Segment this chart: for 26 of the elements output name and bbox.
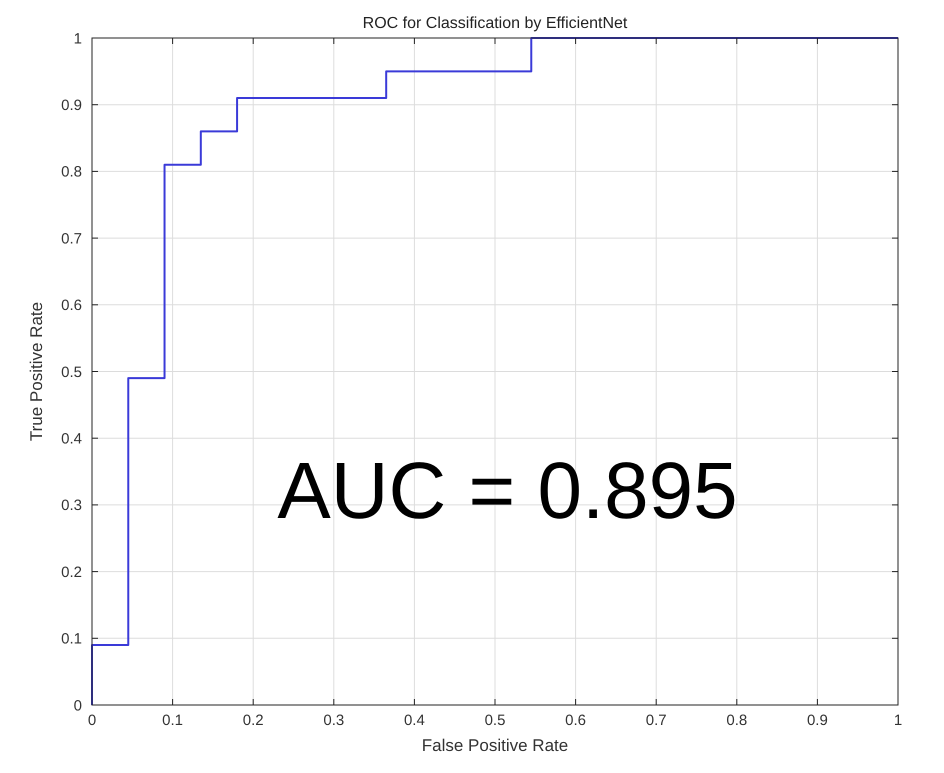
x-axis-title: False Positive Rate bbox=[422, 736, 568, 755]
y-axis-title: True Positive Rate bbox=[27, 302, 46, 442]
x-tick-label: 0.1 bbox=[162, 712, 184, 729]
x-tick-label: 0.4 bbox=[404, 712, 425, 729]
x-tick-label: 1 bbox=[894, 712, 902, 729]
y-tick-label: 0.6 bbox=[61, 297, 82, 314]
y-tick-label: 0.3 bbox=[61, 497, 82, 514]
x-tick-label: 0.2 bbox=[242, 712, 264, 729]
annotation: AUC = 0.895 bbox=[277, 446, 738, 536]
y-tick-label: 0.5 bbox=[61, 364, 82, 381]
y-tick-label: 0 bbox=[74, 697, 82, 714]
y-tick-label: 0.4 bbox=[61, 430, 82, 448]
y-tick-label: 1 bbox=[74, 30, 82, 48]
x-tick-label: 0 bbox=[88, 712, 96, 729]
x-tick-label: 0.7 bbox=[646, 712, 667, 729]
y-tick-label: 0.8 bbox=[61, 164, 82, 181]
chart-title: ROC for Classification by EfficientNet bbox=[362, 15, 628, 32]
x-tick-label: 0.9 bbox=[806, 712, 828, 729]
x-tick-label: 0.3 bbox=[323, 712, 344, 729]
x-tick-label: 0.6 bbox=[565, 712, 586, 729]
y-tick-label: 0.7 bbox=[61, 230, 82, 248]
y-tick-label: 0.9 bbox=[61, 96, 82, 114]
y-tick-label: 0.2 bbox=[61, 564, 82, 581]
x-tick-label: 0.5 bbox=[484, 712, 506, 729]
y-tick-label: 0.1 bbox=[61, 630, 82, 648]
x-tick-label: 0.8 bbox=[726, 712, 748, 729]
